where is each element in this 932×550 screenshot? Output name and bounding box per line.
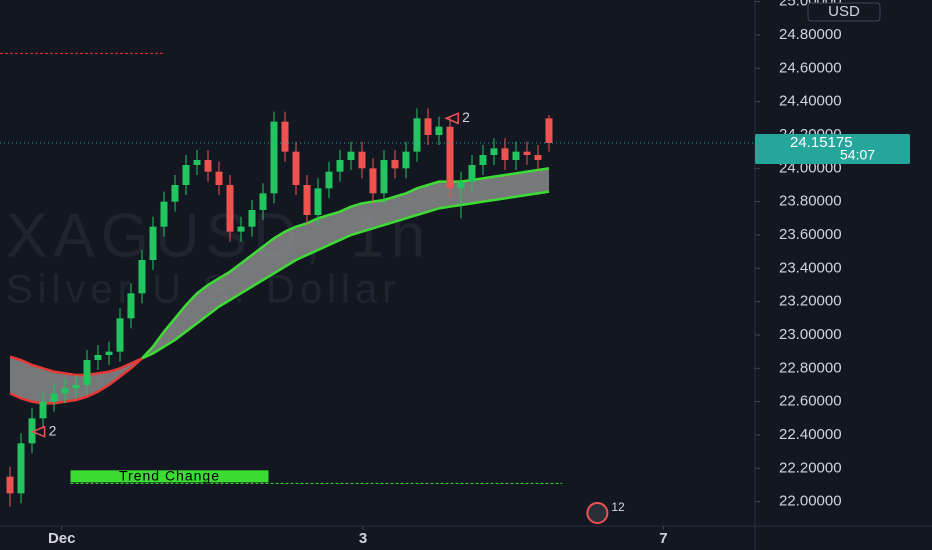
candle-body <box>358 151 366 169</box>
candle-body <box>446 126 454 189</box>
candle-body <box>160 201 168 227</box>
candle-body <box>248 210 256 227</box>
candle-body <box>380 160 388 194</box>
candle-body <box>215 171 223 185</box>
candle-body <box>369 168 377 194</box>
candle-body <box>83 360 91 385</box>
candle-body <box>545 118 553 144</box>
candle-body <box>314 188 322 215</box>
candle-body <box>292 151 300 185</box>
candle-body <box>468 165 476 182</box>
ribbon-fast-line <box>141 167 550 360</box>
y-tick-label: 23.60000 <box>779 226 842 243</box>
signal-marker <box>30 425 46 438</box>
candle-body <box>182 165 190 185</box>
y-tick-label: 23.80000 <box>779 193 842 210</box>
candle-body <box>512 151 520 160</box>
candle-body <box>127 293 135 319</box>
candle-body <box>149 226 157 260</box>
candle-body <box>204 160 212 172</box>
candle-body <box>171 185 179 202</box>
x-tick-label: Dec <box>48 530 76 547</box>
last-price-label: 24.15175 <box>790 134 853 151</box>
y-tick-label: 23.40000 <box>779 259 842 276</box>
y-tick-label: 23.00000 <box>779 326 842 343</box>
trend-change-badge <box>70 470 269 483</box>
candle-body <box>226 185 234 232</box>
candle-body <box>39 401 47 419</box>
ribbon-fast-line <box>9 357 143 405</box>
y-tick-label: 24.40000 <box>779 93 842 110</box>
candle-body <box>50 393 58 402</box>
candle-body <box>490 148 498 155</box>
currency-badge <box>807 2 881 22</box>
candle-body <box>270 121 278 194</box>
candle-body <box>479 155 487 165</box>
candle-body <box>259 193 267 210</box>
candle-body <box>435 126 443 135</box>
trend-change-label: Trend Change <box>119 468 220 484</box>
candle-body <box>325 171 333 189</box>
currency-label: USD <box>828 3 860 20</box>
y-tick-label: 22.20000 <box>779 459 842 476</box>
x-tick-label: 3 <box>359 530 367 547</box>
candle-body <box>457 181 465 189</box>
candle-body <box>94 355 102 360</box>
y-tick-label: 22.00000 <box>779 493 842 510</box>
event-label: 12 <box>611 500 625 514</box>
candle-body <box>193 160 201 165</box>
candle-body <box>281 121 289 152</box>
event-icon <box>586 502 609 524</box>
signal-label: 2 <box>49 422 57 438</box>
y-tick-label: 22.60000 <box>779 393 842 410</box>
candle-body <box>413 118 421 152</box>
candle-body <box>105 351 113 355</box>
candle-body <box>391 160 399 169</box>
candle-body <box>424 118 432 135</box>
signal-label: 2 <box>462 109 470 125</box>
y-tick-label: 24.60000 <box>779 59 842 76</box>
y-tick-label: 22.40000 <box>779 426 842 443</box>
candle-body <box>138 260 146 294</box>
candle-body <box>17 443 25 494</box>
candle-body <box>303 185 311 215</box>
y-tick-label: 23.20000 <box>779 293 842 310</box>
candle-body <box>336 160 344 172</box>
x-tick-label: 7 <box>659 530 667 547</box>
y-tick-label: 22.80000 <box>779 359 842 376</box>
countdown-label: 54:07 <box>840 147 875 163</box>
candle-body <box>116 318 124 352</box>
candle-body <box>6 476 14 494</box>
candle-body <box>402 151 410 169</box>
last-price-badge <box>755 134 910 165</box>
candle-body <box>237 226 245 232</box>
ribbon-slow-line <box>141 190 550 360</box>
signal-marker <box>444 112 459 125</box>
candle-body <box>28 418 36 444</box>
candle-body <box>534 155 542 160</box>
candle-body <box>501 148 509 160</box>
y-tick-label: 24.80000 <box>779 26 842 43</box>
candle-body <box>347 151 355 160</box>
candle-body <box>61 388 69 394</box>
candle-body <box>72 385 80 389</box>
ribbon-fill <box>10 168 549 404</box>
candle-body <box>523 151 531 155</box>
